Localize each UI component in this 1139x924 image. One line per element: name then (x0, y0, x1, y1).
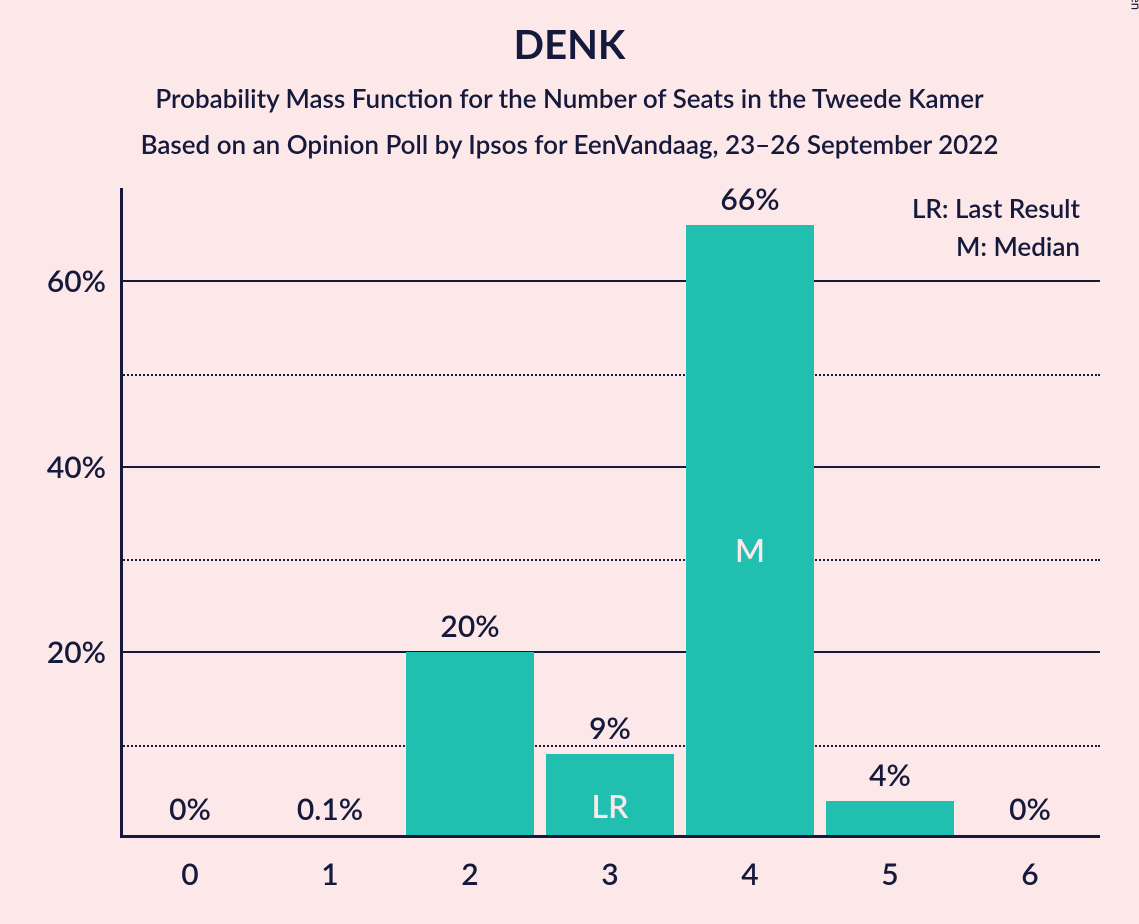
bar-value-label: 0.1% (297, 791, 363, 827)
grid-line-major (120, 280, 1100, 282)
bar-value-label: 0% (1009, 791, 1051, 827)
grid-line-major (120, 651, 1100, 653)
y-tick-label: 20% (47, 634, 106, 670)
chart-title: DENK (0, 0, 1139, 68)
grid-line-minor (120, 374, 1100, 376)
y-tick-label: 60% (47, 263, 106, 299)
x-tick-label: 5 (881, 856, 898, 892)
bar-marker: LR (592, 786, 629, 825)
legend-m: M: Median (912, 230, 1080, 262)
chart-subtitle-1: Probability Mass Function for the Number… (0, 82, 1139, 114)
x-tick-label: 2 (461, 856, 478, 892)
x-tick-label: 1 (321, 856, 338, 892)
y-tick-label: 40% (47, 449, 106, 485)
chart-subtitle-2: Based on an Opinion Poll by Ipsos for Ee… (0, 128, 1139, 160)
bar: 9%LR (546, 754, 675, 835)
legend-lr: LR: Last Result (912, 192, 1080, 224)
bar-value-label: 9% (589, 710, 631, 746)
bar-marker: M (735, 530, 765, 569)
x-tick-label: 0 (181, 856, 198, 892)
x-axis (120, 835, 1100, 838)
y-axis (120, 188, 123, 838)
copyright: © 2022 Filip van Laenen (1129, 0, 1139, 10)
plot-area: 20%40%60%01234560%0.1%20%9%LR66%M4%0%LR:… (120, 188, 1100, 838)
bar: 20% (406, 652, 535, 835)
bar-value-label: 4% (869, 757, 911, 793)
bar-value-label: 0% (169, 791, 211, 827)
bar-value-label: 66% (720, 181, 779, 217)
bar: 66%M (686, 225, 815, 835)
grid-line-minor (120, 559, 1100, 561)
x-tick-label: 6 (1021, 856, 1038, 892)
grid-line-major (120, 466, 1100, 468)
x-tick-label: 4 (741, 856, 758, 892)
x-tick-label: 3 (601, 856, 618, 892)
legend: LR: Last Result M: Median (912, 192, 1080, 268)
bar: 4% (826, 801, 955, 835)
bar-value-label: 20% (440, 608, 499, 644)
